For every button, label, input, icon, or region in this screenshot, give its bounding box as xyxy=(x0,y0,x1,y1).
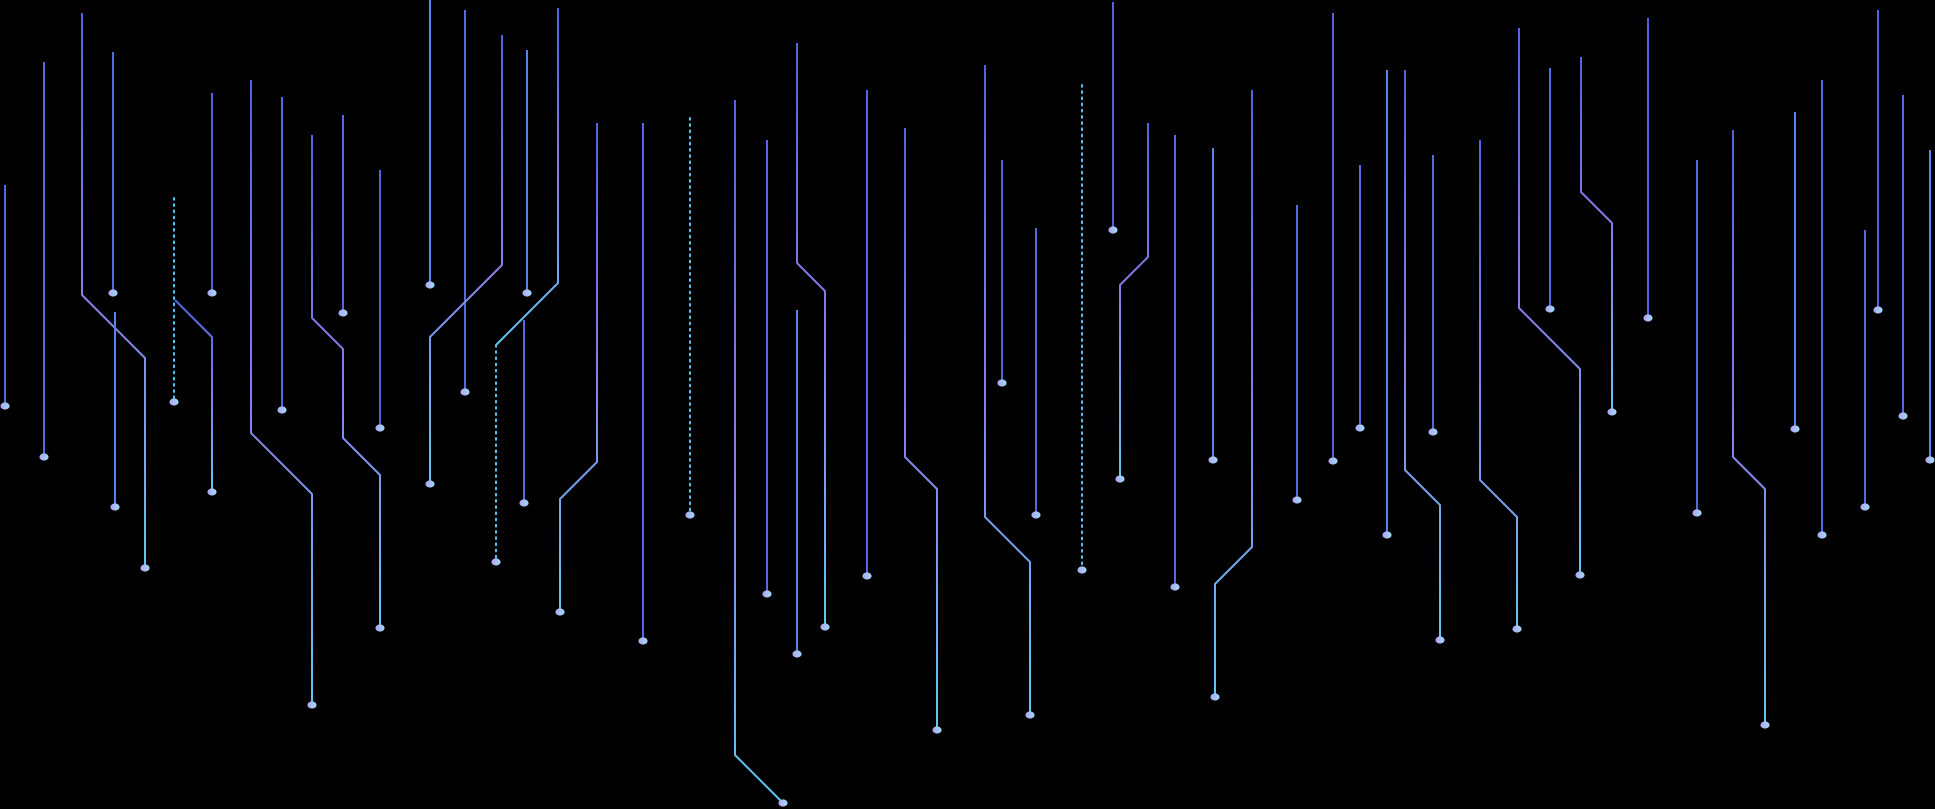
trace-end-node-dot xyxy=(1790,425,1800,433)
trace-end-node-dot xyxy=(1428,428,1438,436)
trace-end-node-dot xyxy=(307,701,317,709)
trace-end-node-dot xyxy=(1170,583,1180,591)
circuit-trace xyxy=(1404,70,1441,640)
circuit-trace xyxy=(1214,90,1253,697)
trace-end-node-dot xyxy=(862,572,872,580)
trace-end-node-dot xyxy=(638,637,648,645)
circuit-trace xyxy=(734,100,784,804)
trace-end-node-dot xyxy=(1545,305,1555,313)
trace-end-node-dot xyxy=(1760,721,1770,729)
trace-end-node-dot xyxy=(460,388,470,396)
trace-end-node-dot xyxy=(425,480,435,488)
circuit-trace xyxy=(559,123,598,612)
trace-end-node-dot xyxy=(108,289,118,297)
trace-end-node-dot xyxy=(1817,531,1827,539)
trace-end-node-dot xyxy=(338,309,348,317)
trace-end-node-dot xyxy=(762,590,772,598)
circuit-trace xyxy=(311,135,381,628)
trace-end-node-dot xyxy=(375,424,385,432)
trace-end-node-dot xyxy=(778,799,788,807)
circuit-trace xyxy=(250,80,313,705)
circuit-trace xyxy=(904,128,938,730)
circuit-trace xyxy=(81,13,146,568)
circuit-trace xyxy=(796,43,826,627)
trace-end-node-dot xyxy=(1382,531,1392,539)
trace-end-node-dot xyxy=(1208,456,1218,464)
trace-end-node-dot xyxy=(207,488,217,496)
trace-end-node-dot xyxy=(555,608,565,616)
circuit-trace xyxy=(174,299,213,492)
trace-end-node-dot xyxy=(1355,424,1365,432)
trace-end-node-dot xyxy=(1108,226,1118,234)
trace-end-node-dot xyxy=(519,499,529,507)
trace-end-node-dot xyxy=(491,558,501,566)
circuit-trace xyxy=(984,65,1031,715)
trace-end-node-dot xyxy=(39,453,49,461)
trace-end-node-dot xyxy=(1512,625,1522,633)
circuit-trace xyxy=(1479,140,1518,629)
trace-end-node-dot xyxy=(932,726,942,734)
trace-end-node-dot xyxy=(1860,503,1870,511)
trace-end-node-dot xyxy=(110,503,120,511)
trace-end-node-dot xyxy=(0,402,10,410)
trace-end-node-dot xyxy=(169,398,179,406)
trace-end-node-dot xyxy=(1643,314,1653,322)
trace-end-node-dot xyxy=(1328,457,1338,465)
trace-end-node-dot xyxy=(1210,693,1220,701)
trace-end-node-dot xyxy=(140,564,150,572)
trace-end-node-dot xyxy=(1031,511,1041,519)
trace-end-node-dot xyxy=(1925,456,1935,464)
trace-end-node-dot xyxy=(1115,475,1125,483)
trace-end-node-dot xyxy=(1898,412,1908,420)
trace-end-node-dot xyxy=(375,624,385,632)
circuit-trace xyxy=(1732,130,1766,725)
trace-end-node-dot xyxy=(425,281,435,289)
circuit-trace xyxy=(429,35,503,484)
trace-end-node-dot xyxy=(1292,496,1302,504)
circuit-trace xyxy=(495,8,559,346)
trace-end-node-dot xyxy=(1435,636,1445,644)
circuit-trace xyxy=(1580,57,1613,412)
trace-end-node-dot xyxy=(1077,566,1087,574)
trace-end-node-dot xyxy=(1575,571,1585,579)
trace-end-node-dot xyxy=(1692,509,1702,517)
circuit-trace xyxy=(1119,123,1149,479)
trace-end-node-dot xyxy=(1873,306,1883,314)
trace-end-node-dot xyxy=(997,379,1007,387)
trace-end-node-dot xyxy=(792,650,802,658)
circuit-trace xyxy=(1518,28,1581,575)
trace-end-node-dot xyxy=(277,406,287,414)
trace-end-node-dot xyxy=(1607,408,1617,416)
trace-end-node-dot xyxy=(820,623,830,631)
trace-end-node-dot xyxy=(522,289,532,297)
trace-end-node-dot xyxy=(685,511,695,519)
trace-end-node-dot xyxy=(207,289,217,297)
trace-end-node-dot xyxy=(1025,711,1035,719)
